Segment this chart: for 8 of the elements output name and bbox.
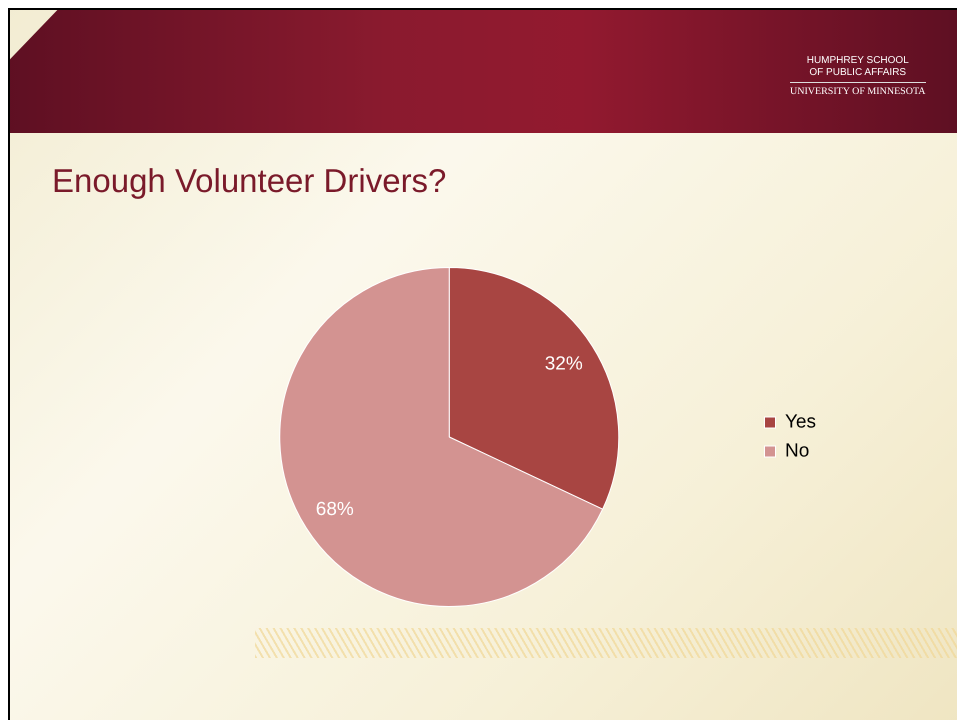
text: UNIVERSITY OF MINNESOTA [790, 82, 926, 98]
text: HUMPHREY SCHOOL [806, 55, 910, 67]
text: OF PUBLIC AFFAIRS [808, 67, 908, 79]
data-label: 68% [316, 498, 354, 520]
legend-label: Yes [785, 412, 816, 433]
legend-label: No [785, 440, 810, 462]
data-label: 32% [544, 354, 583, 375]
chart-title: Enough Volunteer Drivers? [52, 162, 446, 200]
